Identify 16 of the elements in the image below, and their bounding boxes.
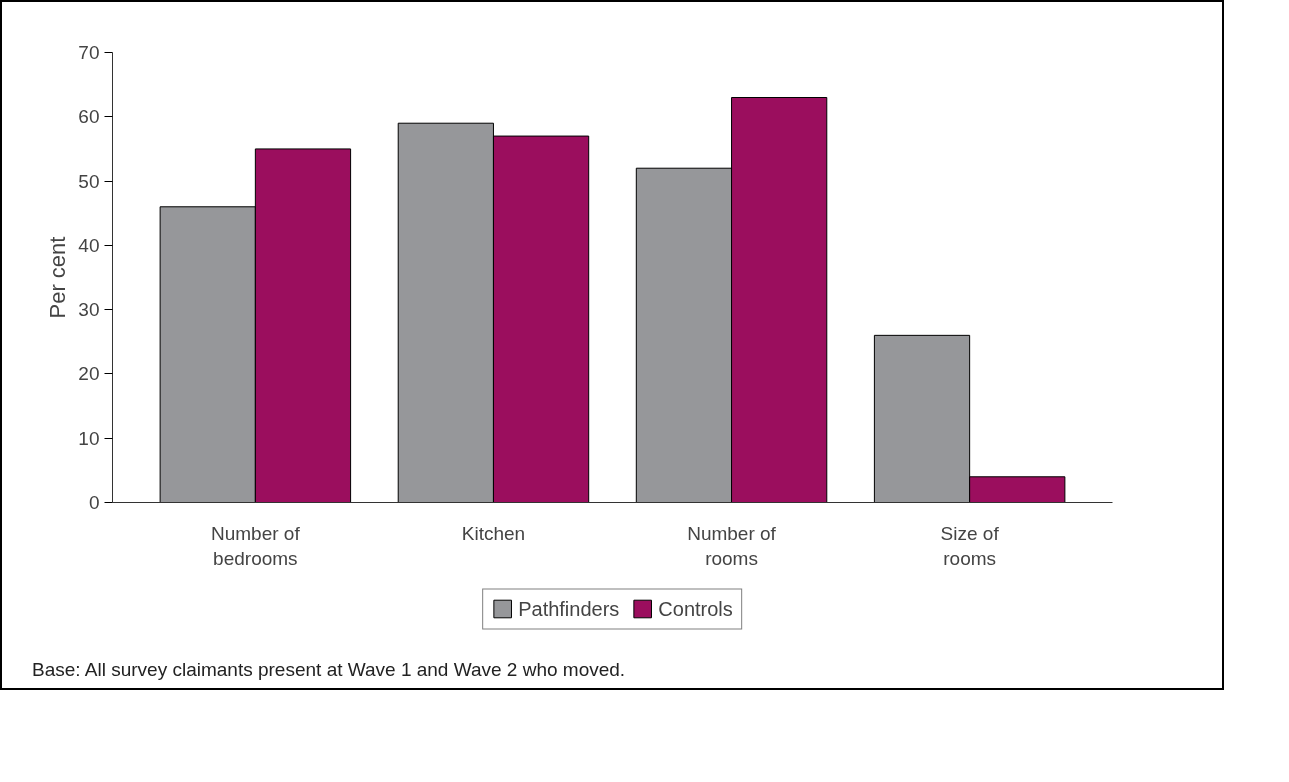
y-axis-title: Per cent	[45, 236, 71, 319]
x-tick-label: Size of rooms	[940, 522, 1000, 569]
legend-label: Pathfinders	[518, 597, 620, 620]
text: Base: All survey claimants present at Wave 1 and Wave 2 who moved.	[32, 658, 626, 682]
x-tick-label: Number of rooms	[687, 522, 777, 569]
y-tick-label: 40	[78, 234, 100, 256]
x-tick-label: Kitchen	[461, 522, 526, 544]
y-tick-label: 60	[78, 106, 100, 128]
y-tick-label: 70	[78, 42, 100, 63]
x-tick-label: Number of bedrooms	[211, 522, 301, 569]
y-tick-label: 20	[78, 363, 100, 385]
y-tick-label: 10	[78, 427, 100, 449]
legend-label: Controls	[658, 597, 733, 620]
y-tick-label: 0	[88, 492, 100, 513]
y-tick-label: 50	[78, 170, 100, 192]
y-tick-label: 30	[78, 299, 100, 321]
